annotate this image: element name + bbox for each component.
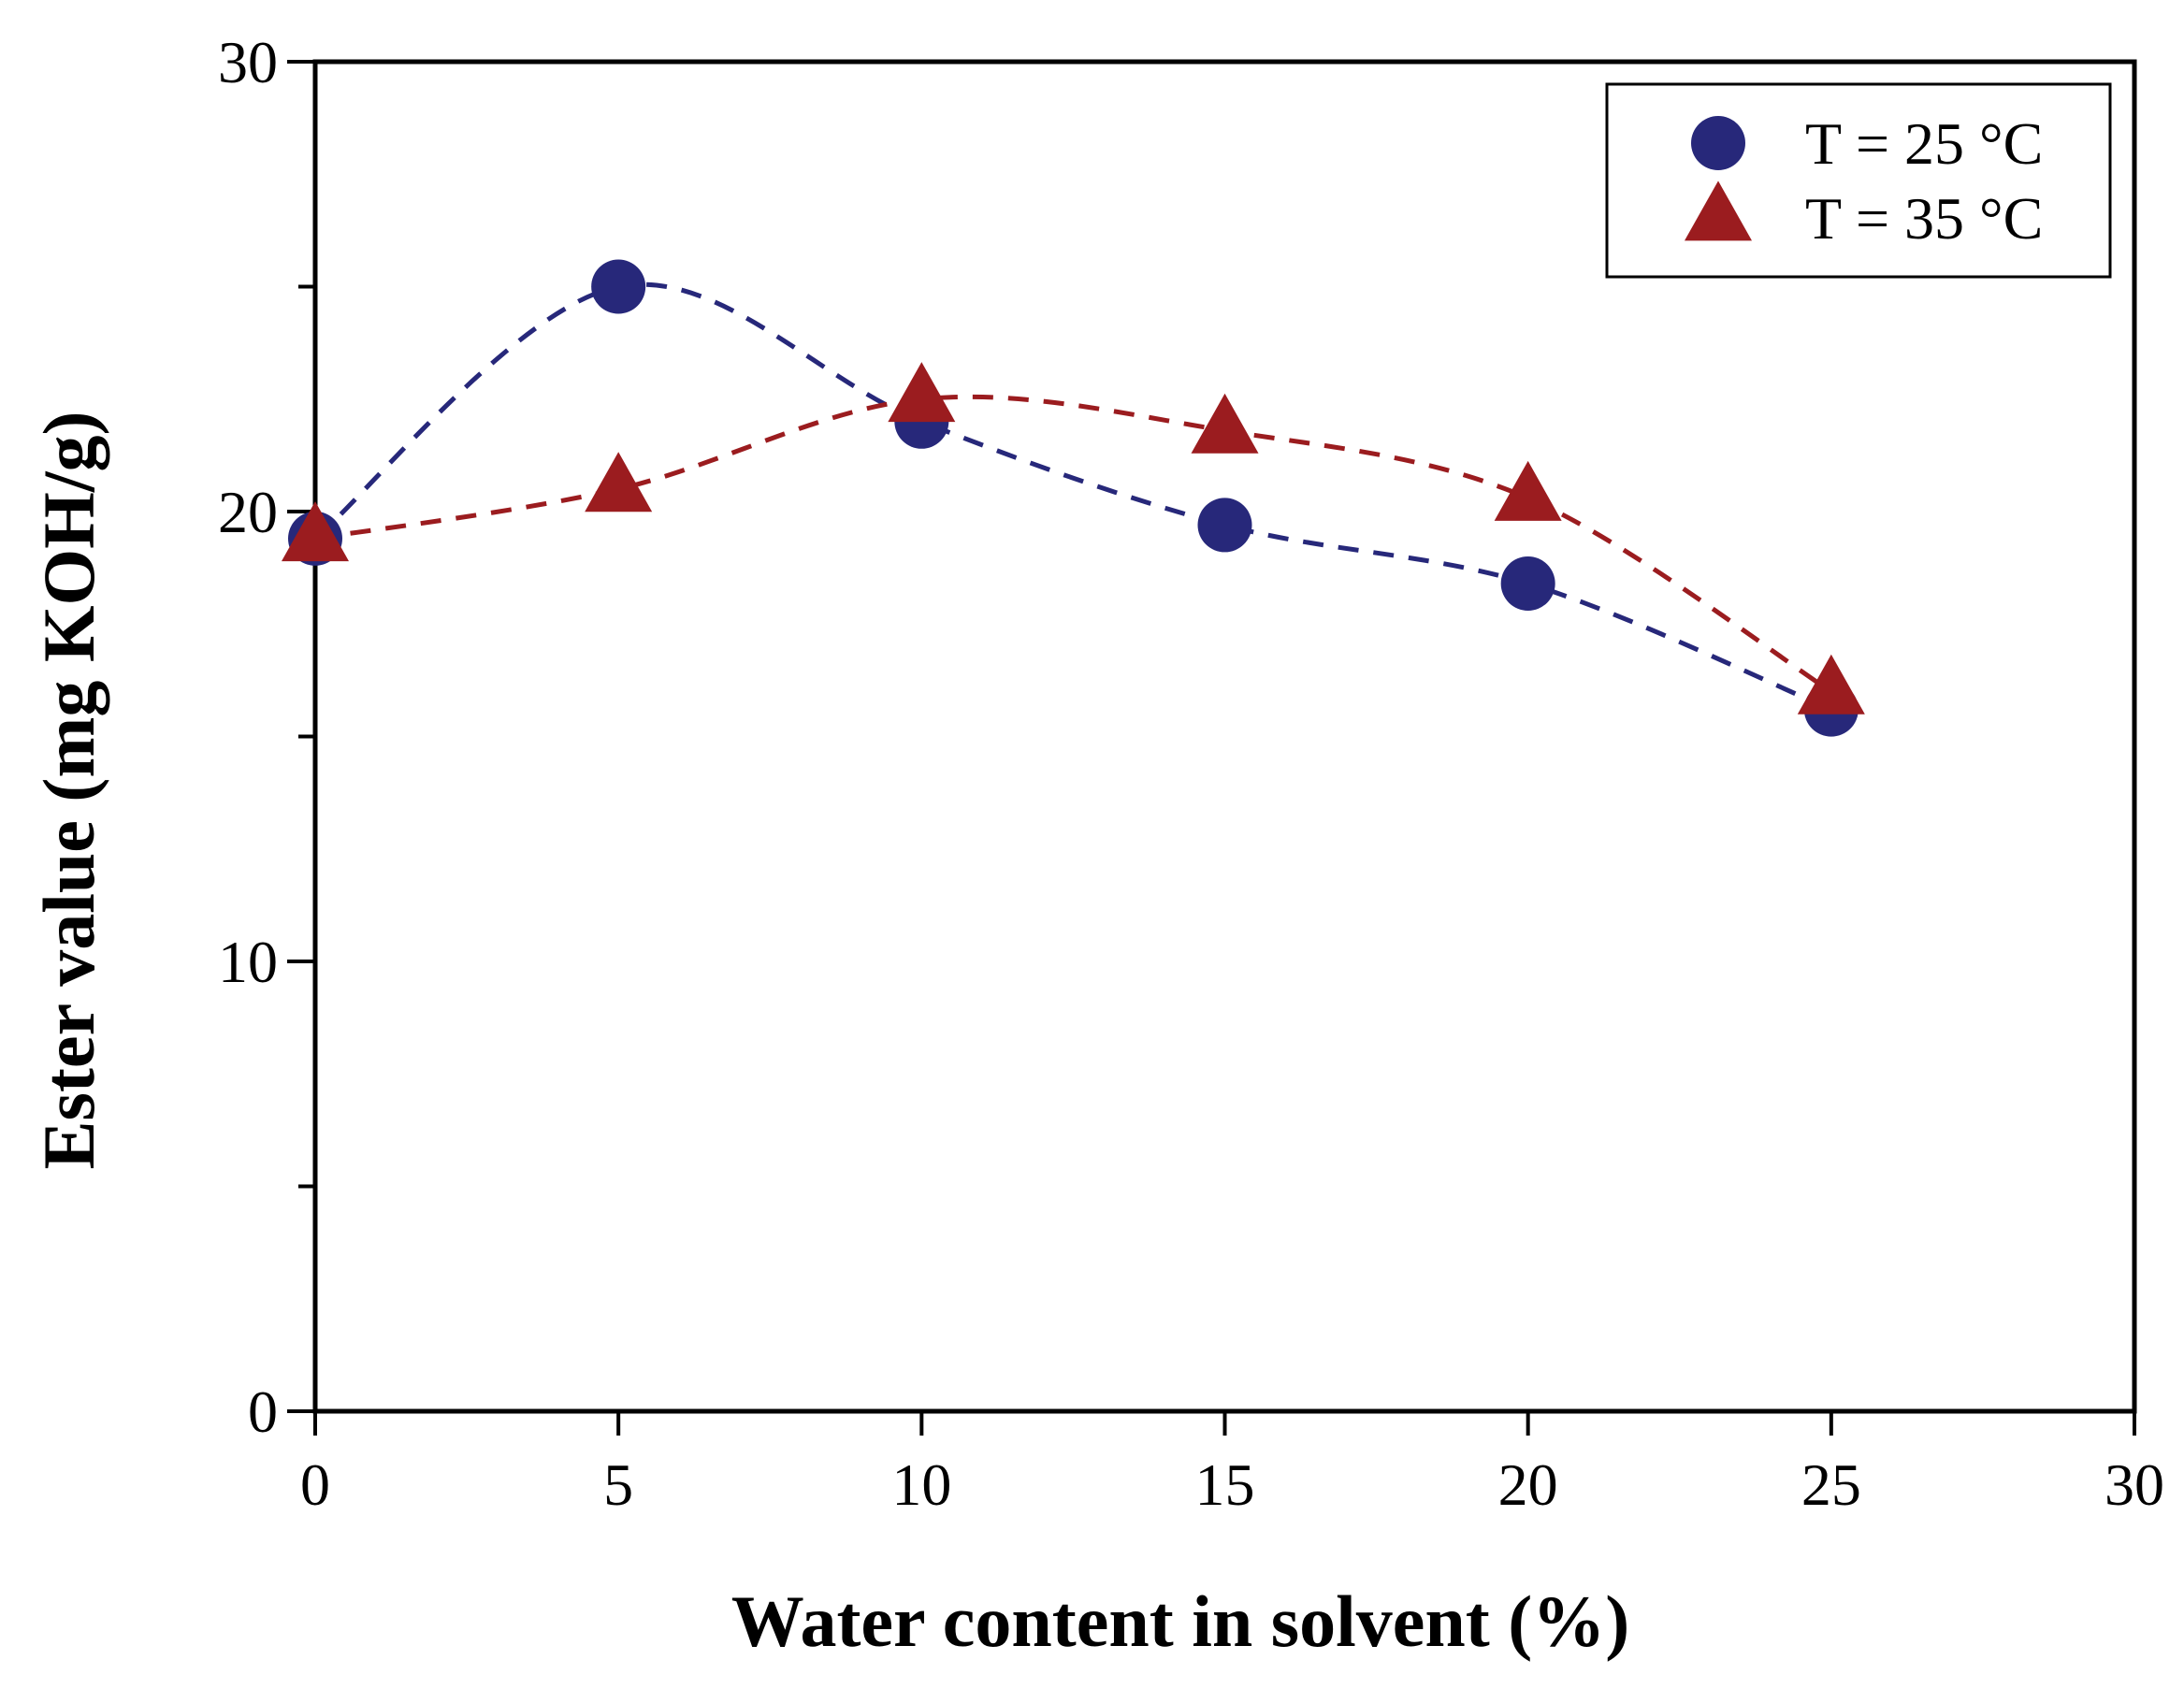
x-tick-label: 25 — [1801, 1451, 1861, 1518]
legend-box — [1605, 82, 2112, 279]
point-series-2 — [888, 362, 956, 423]
x-axis-title: Water content in solvent (%) — [731, 1581, 1629, 1662]
x-tick-label: 10 — [891, 1451, 951, 1518]
point-series-1 — [1500, 556, 1555, 611]
point-series-1 — [1197, 498, 1252, 553]
x-tick-label: 5 — [603, 1451, 633, 1518]
point-series-2 — [585, 452, 653, 512]
fit-lines — [313, 282, 1833, 712]
legend-marker-circle — [1691, 116, 1745, 170]
data-markers — [282, 259, 1865, 737]
axis-ticks: 0 5 10 15 20 25 30 0 10 20 30 — [218, 29, 2164, 1518]
x-tick-label: 0 — [300, 1451, 330, 1518]
legend: T = 25 °C T = 35 °C — [1605, 82, 2112, 279]
legend-marker-triangle — [1685, 180, 1752, 241]
y-axis-title: Ester value (mg KOH/g) — [28, 411, 109, 1170]
fit-line-series-2 — [314, 394, 1833, 694]
y-tick-label: 0 — [248, 1379, 278, 1445]
point-series-2 — [282, 501, 349, 562]
point-series-2 — [1797, 654, 1865, 715]
fit-line-series-1 — [313, 282, 1832, 712]
x-tick-label: 15 — [1195, 1451, 1255, 1518]
point-series-2 — [1191, 393, 1259, 454]
legend-label-series-2: T = 35 °C — [1805, 185, 2043, 252]
point-series-2 — [1494, 460, 1562, 521]
point-series-1 — [591, 259, 646, 314]
legend-label-series-1: T = 25 °C — [1805, 110, 2043, 177]
y-tick-label: 30 — [218, 29, 278, 95]
x-tick-label: 30 — [2104, 1451, 2164, 1518]
y-tick-label: 10 — [218, 929, 278, 995]
x-tick-label: 20 — [1498, 1451, 1558, 1518]
y-tick-label: 20 — [218, 479, 278, 545]
